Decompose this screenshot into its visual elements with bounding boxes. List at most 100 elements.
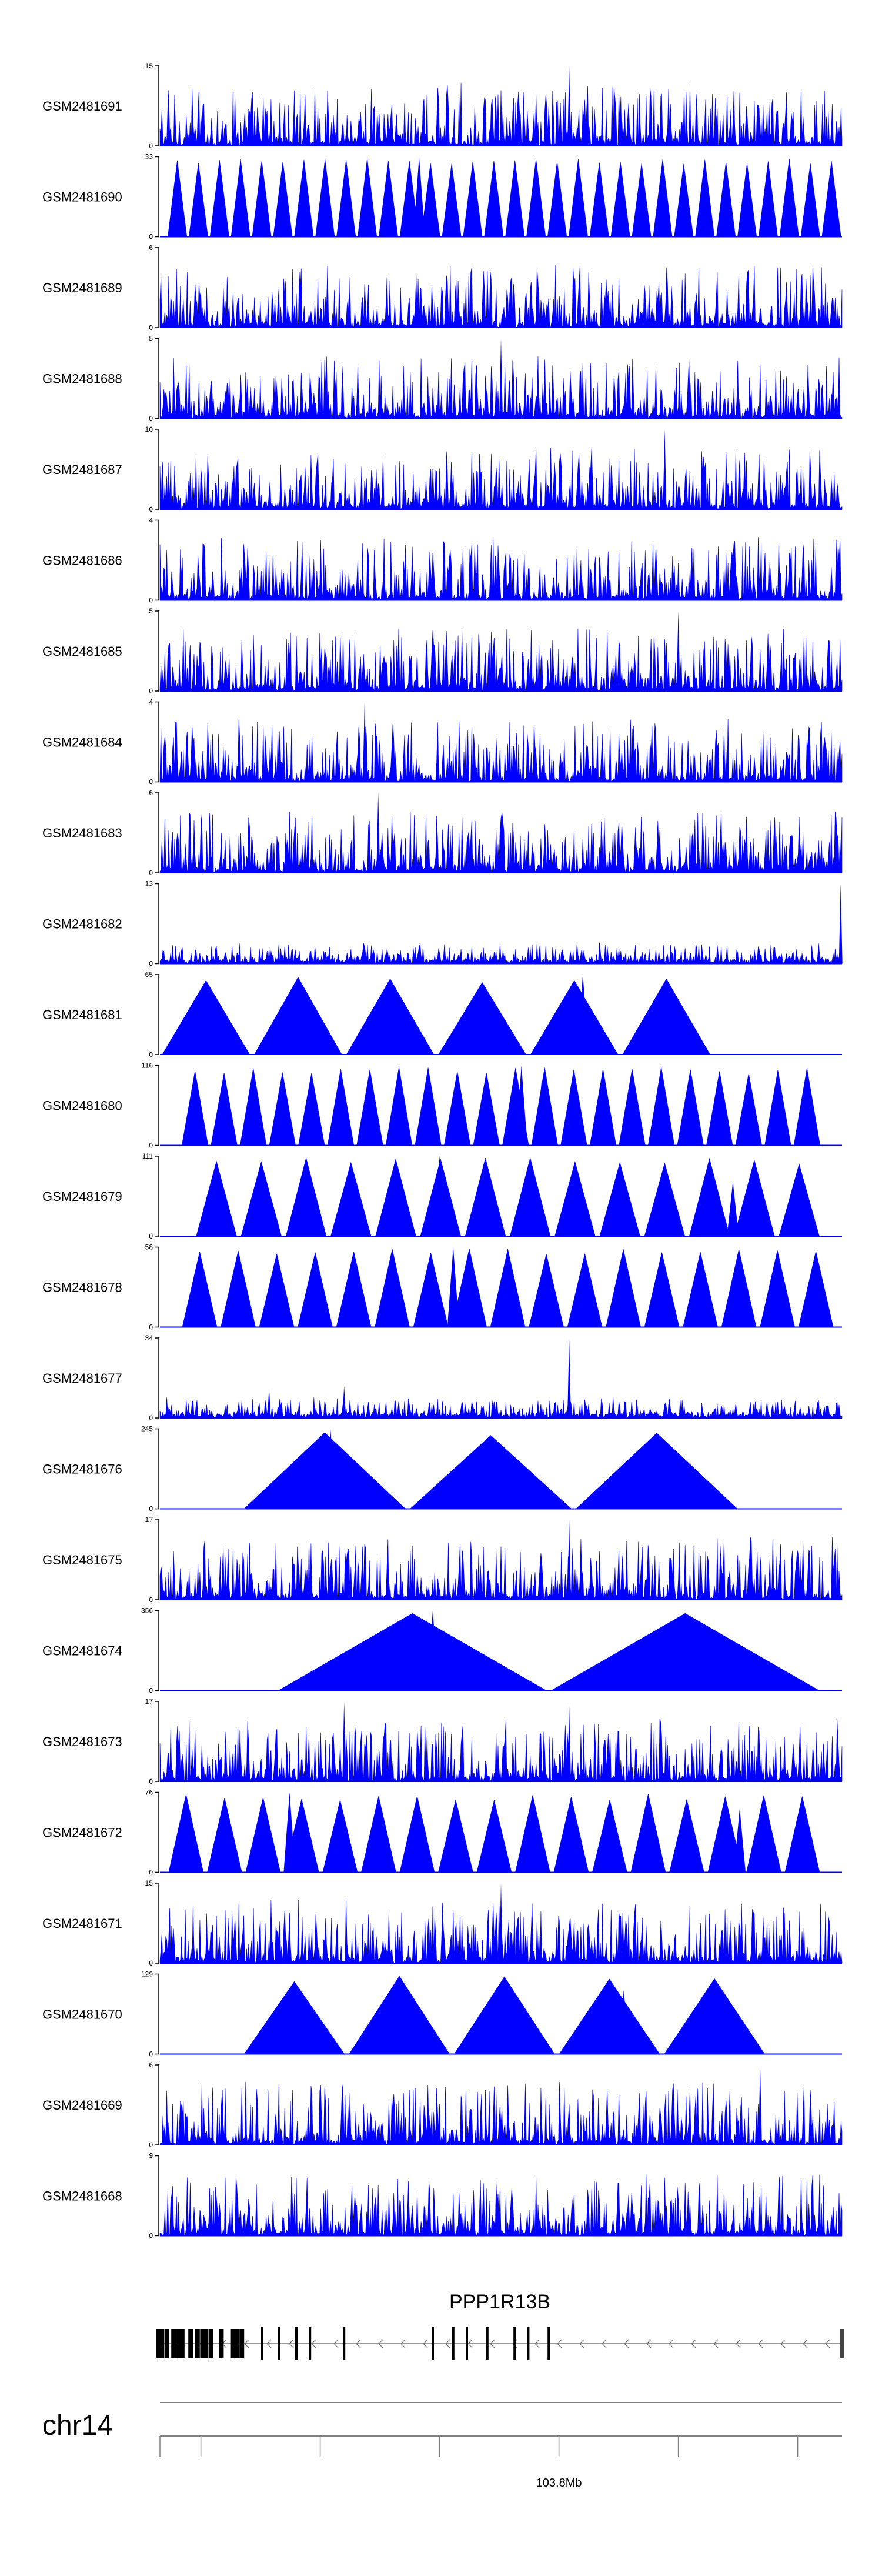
track-GSM2481677: GSM2481677 34 0 — [42, 1334, 843, 1422]
strand-chevron — [669, 2339, 674, 2348]
signal-spike — [617, 1990, 630, 2054]
exon — [466, 2327, 468, 2360]
track-GSM2481672: GSM2481672 76 0 — [42, 1788, 842, 1877]
gene-name: PPP1R13B — [449, 2291, 550, 2313]
track-label: GSM2481686 — [42, 553, 122, 568]
track-GSM2481690: GSM2481690 33 0 — [42, 153, 842, 241]
strand-chevron — [758, 2339, 763, 2348]
exon — [164, 2329, 169, 2358]
track-label: GSM2481691 — [42, 99, 122, 114]
strand-chevron — [624, 2339, 629, 2348]
track-label: GSM2481690 — [42, 190, 122, 205]
signal-spike — [499, 338, 503, 419]
signal-spike — [567, 66, 571, 146]
exon — [432, 2327, 434, 2360]
signal-spike — [515, 1065, 527, 1146]
y-max-label: 116 — [142, 1062, 153, 1070]
exon — [171, 2329, 176, 2358]
signal-spike — [427, 1610, 439, 1691]
coordinate-ruler: chr14 103.8Mb — [42, 2402, 842, 2490]
y-zero-label: 0 — [149, 687, 153, 695]
signal-spike — [758, 2065, 762, 2145]
strand-chevron — [780, 2339, 786, 2348]
exon — [261, 2327, 263, 2360]
y-max-label: 6 — [149, 2061, 153, 2069]
signal-area — [159, 1397, 843, 1419]
strand-chevron — [311, 2339, 316, 2348]
track-label: GSM2481670 — [42, 2007, 122, 2022]
signal-area — [159, 1537, 843, 1600]
signal-spike — [267, 1387, 271, 1418]
signal-area — [159, 2174, 843, 2237]
track-label: GSM2481680 — [42, 1099, 122, 1113]
strand-chevron — [803, 2339, 808, 2348]
exon — [209, 2329, 213, 2358]
signal-spike — [734, 1808, 746, 1873]
signal-area — [159, 942, 843, 964]
signal-spike — [536, 1077, 548, 1146]
exon — [219, 2329, 224, 2358]
y-max-label: 15 — [145, 62, 153, 70]
strand-chevron — [691, 2339, 696, 2348]
signal-area — [159, 2081, 843, 2145]
track-label: GSM2481669 — [42, 2098, 122, 2113]
exon — [230, 2329, 239, 2358]
signal-spike — [325, 1429, 336, 1509]
signal-spike — [567, 1520, 571, 1600]
signal-area — [278, 1613, 820, 1691]
exon — [156, 2329, 164, 2358]
track-GSM2481675: GSM2481675 17 0 — [42, 1516, 843, 1604]
y-zero-label: 0 — [149, 1959, 153, 1967]
track-label: GSM2481688 — [42, 372, 122, 386]
y-max-label: 4 — [149, 698, 153, 706]
track-label: GSM2481672 — [42, 1826, 122, 1840]
signal-area — [168, 158, 841, 237]
y-max-label: 6 — [149, 789, 153, 797]
exon — [188, 2329, 193, 2358]
y-max-label: 4 — [149, 516, 153, 525]
signal-area — [159, 448, 843, 510]
strand-chevron — [534, 2339, 540, 2348]
exon — [200, 2329, 209, 2358]
y-max-label: 15 — [145, 1879, 153, 1887]
track-GSM2481685: GSM2481685 5 0 — [42, 607, 843, 695]
y-max-label: 356 — [141, 1607, 153, 1615]
y-zero-label: 0 — [149, 1687, 153, 1695]
track-GSM2481682: GSM2481682 13 0 — [42, 880, 843, 968]
signal-spike — [499, 1883, 503, 1963]
y-zero-label: 0 — [149, 505, 153, 513]
signal-area — [181, 1067, 821, 1146]
signal-area — [159, 1718, 843, 1782]
chromosome-label: chr14 — [42, 2410, 113, 2441]
y-max-label: 17 — [145, 1697, 153, 1706]
signal-spike — [376, 793, 380, 873]
track-GSM2481688: GSM2481688 5 0 — [42, 335, 843, 423]
exon — [513, 2327, 516, 2360]
signal-spike — [363, 702, 366, 782]
track-GSM2481681: GSM2481681 65 0 — [42, 970, 842, 1059]
exon — [840, 2329, 844, 2358]
track-GSM2481679: GSM2481679 111 0 — [42, 1152, 842, 1240]
y-zero-label: 0 — [149, 1777, 153, 1786]
strand-chevron — [825, 2339, 830, 2348]
strand-chevron — [736, 2339, 741, 2348]
signal-spike — [342, 1701, 346, 1781]
signal-area — [243, 1976, 765, 2054]
track-label: GSM2481677 — [42, 1371, 122, 1386]
signal-area — [159, 628, 843, 692]
exon — [295, 2327, 298, 2360]
y-zero-label: 0 — [149, 778, 153, 786]
signal-area — [196, 1157, 820, 1237]
y-max-label: 13 — [145, 880, 153, 888]
track-GSM2481684: GSM2481684 4 0 — [42, 698, 843, 786]
y-max-label: 9 — [149, 2152, 153, 2160]
track-GSM2481670: GSM2481670 129 0 — [42, 1970, 842, 2058]
track-GSM2481669: GSM2481669 6 0 — [42, 2061, 843, 2149]
strand-chevron — [602, 2339, 607, 2348]
y-zero-label: 0 — [149, 596, 153, 605]
track-label: GSM2481673 — [42, 1734, 122, 1749]
strand-chevron — [244, 2339, 249, 2348]
track-label: GSM2481678 — [42, 1280, 122, 1295]
exon — [309, 2327, 312, 2360]
